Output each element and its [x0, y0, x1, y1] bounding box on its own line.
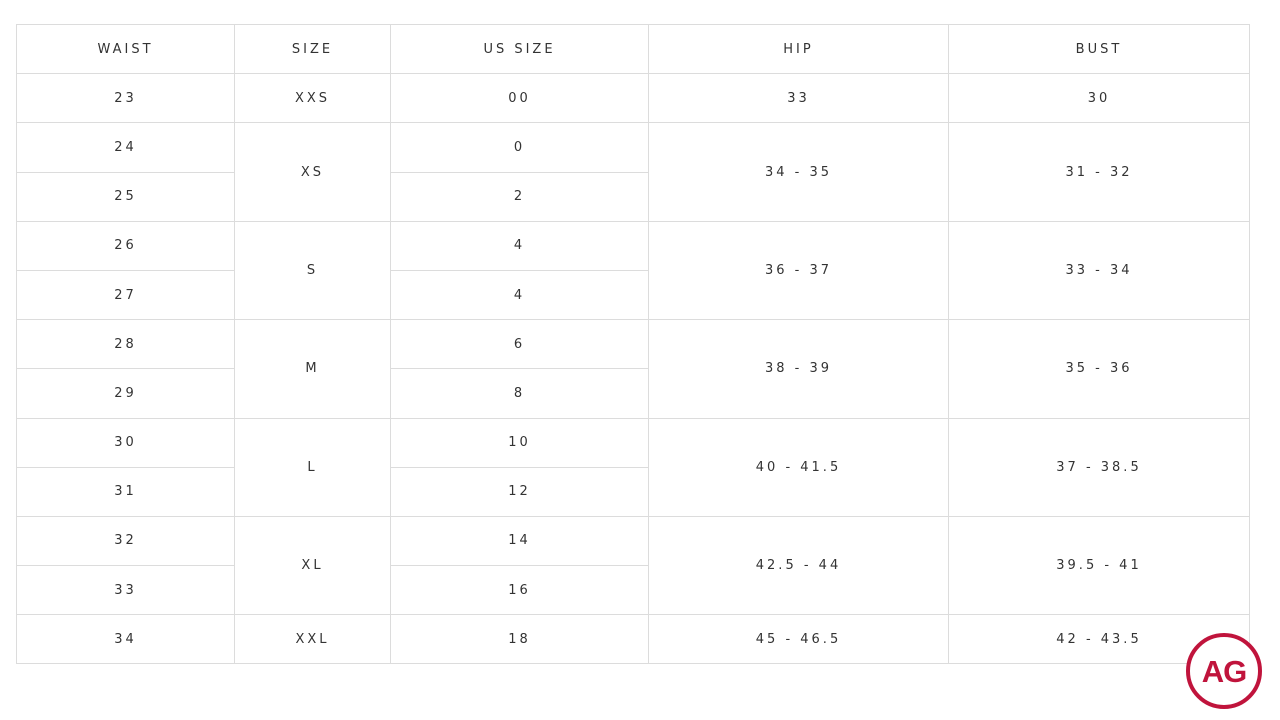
table-row: 23 XXS 00 33 30 [16, 73, 1250, 124]
table-row: 25 2 [16, 171, 1250, 222]
bust-cell: 30 [948, 73, 1250, 124]
size-cell: XS [234, 122, 391, 222]
us-size-cell: 00 [390, 73, 649, 124]
header-hip: HIP [648, 23, 949, 75]
header-waist: WAIST [16, 23, 235, 75]
size-cell: XXL [234, 614, 391, 665]
waist-cell: 32 [16, 515, 235, 567]
table-row: 28 M 6 38 - 39 35 - 36 [16, 319, 1250, 419]
waist-cell: 26 [16, 220, 235, 271]
us-size-cell: 0 [390, 122, 649, 173]
table-row: 32 XL 14 42.5 - 44 39.5 - 41 [16, 515, 1250, 616]
table-row: 24 XS 0 34 - 35 31 - 32 [16, 122, 1250, 222]
us-size-cell: 14 [390, 515, 649, 567]
us-size-cell: 2 [390, 171, 649, 222]
waist-cell: 30 [16, 417, 235, 468]
hip-cell: 38 - 39 [648, 319, 949, 419]
waist-cell: 34 [16, 614, 235, 665]
size-cell: M [234, 319, 391, 419]
size-chart-body: 23 XXS 00 33 30 24 XS 0 34 - 35 31 - 32 25 2 26 S 4 36 … [16, 73, 1250, 665]
bust-cell: 33 - 34 [948, 220, 1250, 321]
hip-cell: 34 - 35 [648, 122, 949, 222]
us-size-cell: 4 [390, 220, 649, 271]
size-cell: XL [234, 515, 391, 616]
size-cell: L [234, 417, 391, 517]
table-row: 30 L 10 40 - 41.5 37 - 38.5 [16, 417, 1250, 517]
svg-text:AG: AG [1202, 654, 1247, 689]
us-size-cell: 10 [390, 417, 649, 468]
table-row: 26 S 4 36 - 37 33 - 34 [16, 220, 1250, 321]
us-size-cell: 4 [390, 269, 649, 321]
size-chart-table: WAIST SIZE US SIZE HIP BUST 23 XXS 00 33 30 2… [16, 23, 1250, 665]
waist-cell: 27 [16, 269, 235, 321]
us-size-cell: 8 [390, 368, 649, 419]
waist-cell: 24 [16, 122, 235, 173]
table-row: 34 XXL 18 45 - 46.5 42 - 43.5 [16, 614, 1250, 665]
waist-cell: 28 [16, 319, 235, 370]
header-bust: BUST [948, 23, 1250, 75]
bust-cell: 31 - 32 [948, 122, 1250, 222]
bust-cell: 37 - 38.5 [948, 417, 1250, 517]
header-us-size: US SIZE [390, 23, 649, 75]
bust-cell: 39.5 - 41 [948, 515, 1250, 616]
ag-logo: AG [1186, 633, 1262, 709]
us-size-cell: 6 [390, 319, 649, 370]
bust-cell: 35 - 36 [948, 319, 1250, 419]
hip-cell: 36 - 37 [648, 220, 949, 321]
header-size: SIZE [234, 23, 391, 75]
size-cell: XXS [234, 73, 391, 124]
us-size-cell: 18 [390, 614, 649, 665]
us-size-cell: 16 [390, 565, 649, 616]
us-size-cell: 12 [390, 466, 649, 517]
waist-cell: 33 [16, 565, 235, 616]
table-row: 29 8 [16, 368, 1250, 419]
hip-cell: 33 [648, 73, 949, 124]
hip-cell: 42.5 - 44 [648, 515, 949, 616]
hip-cell: 45 - 46.5 [648, 614, 949, 665]
waist-cell: 31 [16, 466, 235, 517]
waist-cell: 23 [16, 73, 235, 124]
hip-cell: 40 - 41.5 [648, 417, 949, 517]
size-cell: S [234, 220, 391, 321]
header-row: WAIST SIZE US SIZE HIP BUST [16, 23, 1250, 75]
waist-cell: 29 [16, 368, 235, 419]
waist-cell: 25 [16, 171, 235, 222]
